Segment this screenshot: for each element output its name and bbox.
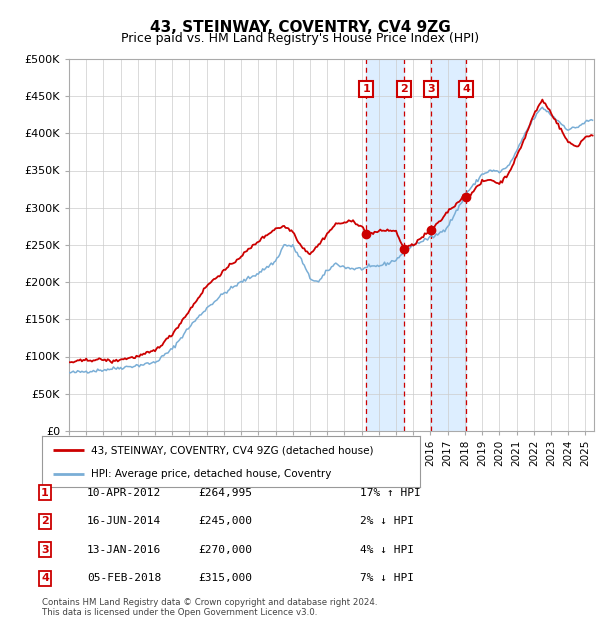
Text: 2: 2 — [41, 516, 49, 526]
Text: Contains HM Land Registry data © Crown copyright and database right 2024.: Contains HM Land Registry data © Crown c… — [42, 598, 377, 607]
Text: £315,000: £315,000 — [198, 574, 252, 583]
Text: 13-JAN-2016: 13-JAN-2016 — [87, 545, 161, 555]
Text: 4: 4 — [41, 574, 49, 583]
Text: 4: 4 — [463, 84, 470, 94]
Text: 3: 3 — [41, 545, 49, 555]
Text: 10-APR-2012: 10-APR-2012 — [87, 488, 161, 498]
Text: £264,995: £264,995 — [198, 488, 252, 498]
Text: 4% ↓ HPI: 4% ↓ HPI — [360, 545, 414, 555]
Text: 7% ↓ HPI: 7% ↓ HPI — [360, 574, 414, 583]
Text: 16-JUN-2014: 16-JUN-2014 — [87, 516, 161, 526]
Text: 2: 2 — [400, 84, 408, 94]
Text: 43, STEINWAY, COVENTRY, CV4 9ZG: 43, STEINWAY, COVENTRY, CV4 9ZG — [149, 20, 451, 35]
Text: HPI: Average price, detached house, Coventry: HPI: Average price, detached house, Cove… — [91, 469, 332, 479]
Text: £270,000: £270,000 — [198, 545, 252, 555]
Text: 05-FEB-2018: 05-FEB-2018 — [87, 574, 161, 583]
Bar — [431, 59, 466, 431]
Text: 43, STEINWAY, COVENTRY, CV4 9ZG (detached house): 43, STEINWAY, COVENTRY, CV4 9ZG (detache… — [91, 445, 374, 455]
Text: Price paid vs. HM Land Registry's House Price Index (HPI): Price paid vs. HM Land Registry's House … — [121, 32, 479, 45]
Text: 1: 1 — [362, 84, 370, 94]
Text: 2% ↓ HPI: 2% ↓ HPI — [360, 516, 414, 526]
Text: 1: 1 — [41, 488, 49, 498]
Text: This data is licensed under the Open Government Licence v3.0.: This data is licensed under the Open Gov… — [42, 608, 317, 617]
Text: 3: 3 — [427, 84, 435, 94]
Text: 17% ↑ HPI: 17% ↑ HPI — [360, 488, 421, 498]
Text: £245,000: £245,000 — [198, 516, 252, 526]
Bar — [366, 59, 404, 431]
